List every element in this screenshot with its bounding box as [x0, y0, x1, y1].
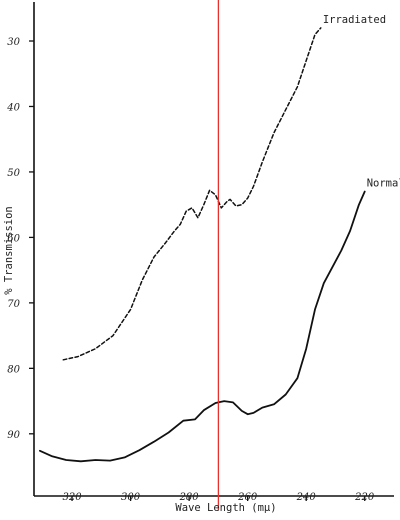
x-tick-label: 260 [237, 492, 258, 503]
x-tick-label: 280 [179, 492, 200, 503]
y-tick-label: 30 [7, 37, 20, 48]
y-tick-label: 70 [7, 299, 20, 310]
y-tick-label: 60 [7, 233, 20, 244]
irradiated-label: Irradiated [323, 14, 386, 26]
x-tick-label: 220 [354, 492, 375, 503]
x-tick-label: 300 [121, 492, 141, 503]
y-tick-label: 40 [6, 102, 20, 113]
y-tick-label: 80 [7, 364, 20, 375]
y-axis-title: % Transmission [3, 206, 15, 295]
chart-axes [33, 2, 394, 497]
normal-label: Normal [367, 178, 400, 190]
chart-ticks: 30 40 50 60 70 80 90 320 300 280 260 240 220 [6, 37, 375, 503]
y-tick-label: 90 [7, 430, 20, 441]
normal-series-line [39, 190, 366, 463]
x-axis-title: Wave Length (mμ) [175, 502, 276, 514]
chart-labels: Irradiated Normal [323, 14, 400, 190]
chart-series [39, 0, 366, 510]
x-tick-label: 320 [63, 492, 83, 503]
y-tick-label: 50 [7, 168, 20, 179]
irradiated-series-line [62, 27, 322, 361]
x-tick-label: 240 [296, 492, 317, 503]
